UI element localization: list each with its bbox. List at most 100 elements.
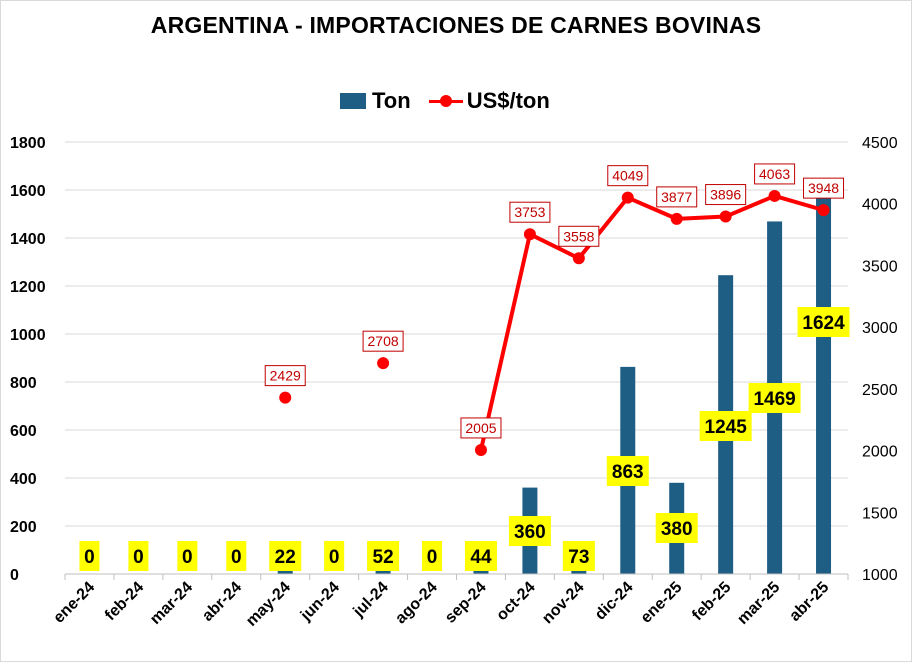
legend-item-price: US$/ton (428, 88, 550, 114)
x-tick-label: jun-24 (297, 579, 343, 625)
bar-data-label: 863 (612, 462, 644, 483)
price-point (719, 210, 732, 223)
bar-label-box (79, 541, 100, 571)
price-label-box (264, 365, 306, 387)
legend-label-ton: Ton (372, 88, 411, 113)
price-label-box (460, 417, 502, 439)
x-tick-label: jul-24 (350, 579, 392, 621)
y-left-tick-label: 200 (10, 519, 37, 536)
bar-label-box (606, 456, 649, 486)
y-left-tick-label: 1000 (10, 327, 46, 344)
y-right-tick-label: 3500 (862, 258, 898, 275)
price-line-segment (576, 195, 630, 261)
bar-data-label: 380 (661, 519, 693, 540)
price-point (817, 204, 830, 217)
legend-item-ton: Ton (340, 88, 411, 114)
price-point (621, 191, 634, 204)
y-left-tick-label: 1400 (10, 231, 46, 248)
x-tick-label: sep-24 (442, 579, 490, 627)
bar (816, 184, 832, 575)
price-label-box (803, 177, 845, 199)
price-point (572, 252, 585, 265)
legend-swatch-price (428, 93, 463, 109)
bar-label-box (464, 541, 497, 571)
y-left-tick-label: 0 (10, 567, 19, 584)
bar-data-label: 0 (84, 547, 95, 568)
x-tick-label: oct-24 (493, 579, 538, 624)
x-tick-label: abr-24 (199, 579, 245, 625)
price-point (670, 212, 683, 225)
price-line-segment (772, 193, 826, 213)
price-point (523, 228, 536, 241)
bar-data-label: 1469 (753, 389, 795, 410)
bar-data-label: 360 (514, 522, 546, 543)
x-tick-label: abr-25 (786, 579, 832, 625)
bar-data-label: 1624 (802, 313, 845, 334)
price-label-box (509, 201, 551, 223)
price-data-label: 2429 (270, 368, 301, 384)
price-data-label: 3877 (661, 189, 692, 205)
price-label-box (362, 330, 404, 352)
y-left-tick-label: 1200 (10, 279, 46, 296)
y-right-tick-label: 4000 (862, 197, 898, 214)
legend-label-price: US$/ton (466, 88, 550, 113)
price-data-label: 2708 (368, 333, 399, 349)
price-line-segment (723, 193, 777, 219)
bar-data-label: 0 (427, 547, 438, 568)
bar-label-box (508, 516, 551, 546)
price-point (377, 357, 390, 370)
y-right-tick-label: 3000 (862, 320, 898, 337)
bar-label-box (562, 541, 595, 571)
y-right-tick-label: 2500 (862, 382, 898, 399)
bar-data-label: 0 (329, 547, 340, 568)
x-tick-label: mar-25 (734, 579, 783, 628)
bar-data-label: 0 (231, 547, 242, 568)
price-label-box (754, 163, 796, 185)
bar-label-box (422, 541, 443, 571)
bar-label-box (226, 541, 247, 571)
bar-label-box (655, 513, 698, 543)
bar-label-box (128, 541, 149, 571)
bar-data-label: 0 (182, 547, 193, 568)
price-data-label: 2005 (465, 420, 496, 436)
y-left-tick-label: 1600 (10, 183, 46, 200)
chart-title: ARGENTINA - IMPORTACIONES DE CARNES BOVI… (150, 12, 762, 38)
price-data-label: 3948 (808, 180, 839, 196)
x-tick-label: may-24 (243, 579, 294, 630)
price-label-box (705, 184, 747, 206)
price-line-segment (625, 195, 679, 221)
x-tick-label: feb-25 (689, 579, 734, 624)
x-tick-label: mar-24 (147, 579, 196, 628)
y-left-tick-label: 400 (10, 471, 37, 488)
bar-label-box (324, 541, 345, 571)
price-label-box (656, 186, 698, 208)
x-tick-label: nov-24 (539, 579, 588, 628)
price-line-segment (478, 232, 532, 452)
price-point (474, 443, 487, 456)
bar (277, 568, 293, 574)
y-right-tick-label: 1000 (862, 567, 898, 584)
price-point (768, 189, 781, 202)
bar-data-label: 22 (275, 547, 296, 568)
price-line-segment (527, 232, 581, 261)
chart-legend: Ton US$/ton (340, 88, 568, 114)
x-tick-label: ago-24 (392, 579, 441, 628)
bar-label-box (797, 307, 850, 337)
bar-label-box (367, 541, 400, 571)
bar-label-box (177, 541, 198, 571)
price-point (279, 391, 292, 404)
bar-label-box (269, 541, 302, 571)
bar-data-label: 52 (373, 547, 394, 568)
x-tick-label: feb-24 (102, 579, 147, 624)
price-label-box (607, 165, 649, 187)
bar-data-label: 73 (568, 547, 589, 568)
bar-data-label: 44 (470, 547, 492, 568)
bar-label-box (748, 383, 801, 413)
price-data-label: 4063 (759, 166, 790, 182)
y-left-tick-label: 1800 (10, 135, 46, 152)
x-tick-label: dic-24 (592, 579, 637, 624)
price-line-segment (674, 214, 728, 221)
price-data-label: 3753 (514, 204, 545, 220)
x-tick-label: ene-24 (50, 579, 98, 627)
